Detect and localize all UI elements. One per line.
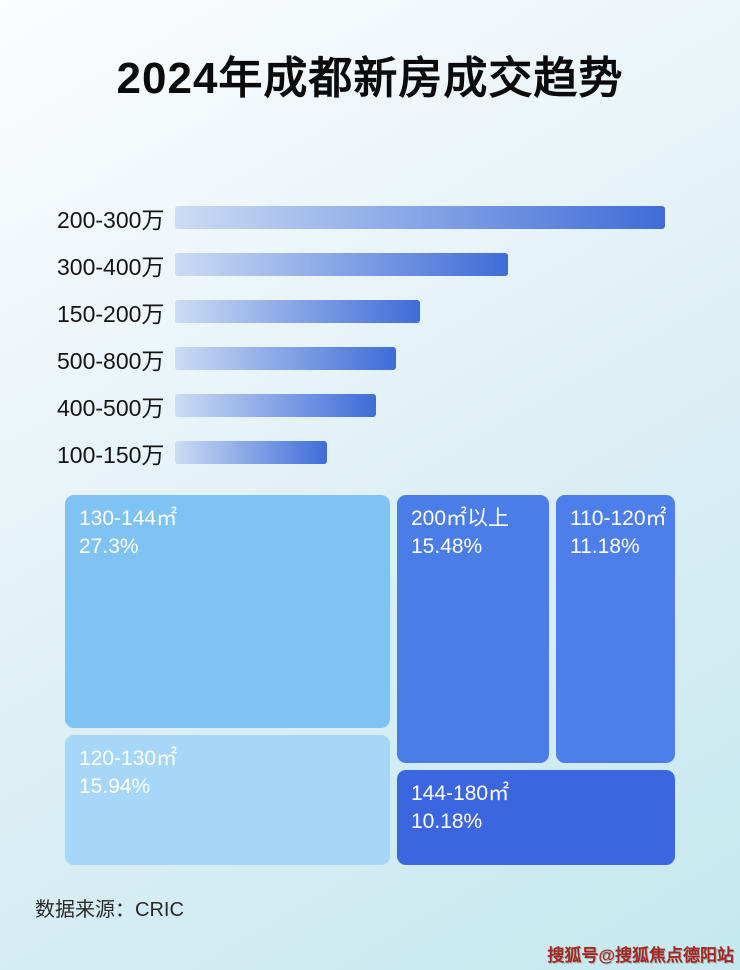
bar-row: 200-300万 — [57, 194, 740, 241]
bar-track — [175, 300, 665, 323]
bar-track — [175, 253, 665, 276]
area-share-treemap: 130-144㎡ 27.3% 200㎡以上 15.48% 110-120㎡ 11.18% 1… — [65, 495, 675, 865]
bar-category-label: 150-200万 — [57, 300, 165, 327]
treemap-block-percent: 27.3% — [79, 535, 139, 559]
bar-row: 150-200万 — [57, 288, 740, 335]
treemap-block-label: 110-120㎡ — [570, 507, 667, 530]
treemap-block-label: 130-144㎡ — [79, 507, 178, 530]
bar — [175, 441, 327, 464]
treemap-block: 110-120㎡ 11.18% — [556, 495, 675, 763]
bar — [175, 394, 376, 417]
bar-category-label: 400-500万 — [57, 394, 165, 421]
treemap-block-label: 200㎡以上 — [411, 507, 510, 530]
treemap-block-label: 120-130㎡ — [79, 747, 178, 770]
treemap-block-percent: 10.18% — [411, 810, 483, 834]
bar-category-label: 500-800万 — [57, 347, 165, 374]
bar-track — [175, 441, 665, 464]
bar-category-label: 200-300万 — [57, 206, 165, 233]
treemap-block-percent: 11.18% — [570, 535, 640, 559]
bar — [175, 206, 665, 229]
price-range-bar-chart: 200-300万 300-400万 150-200万 500-800万 400-500万… — [0, 194, 740, 476]
data-source-label: 数据来源：CRIC — [35, 899, 184, 921]
treemap-block-percent: 15.94% — [79, 775, 151, 799]
bar-track — [175, 394, 665, 417]
treemap-block: 200㎡以上 15.48% — [397, 495, 549, 763]
bar — [175, 253, 509, 276]
treemap-block-label: 144-180㎡ — [411, 782, 510, 805]
treemap-block: 130-144㎡ 27.3% — [65, 495, 390, 728]
treemap-block: 144-180㎡ 10.18% — [397, 770, 675, 865]
bar-row: 300-400万 — [57, 241, 740, 288]
bar-track — [175, 206, 665, 229]
bar-category-label: 300-400万 — [57, 253, 165, 280]
page-title: 2024年成都新房成交趋势 — [116, 54, 624, 103]
treemap-block: 120-130㎡ 15.94% — [65, 735, 390, 865]
bar — [175, 300, 420, 323]
bar-row: 500-800万 — [57, 335, 740, 382]
bar-row: 400-500万 — [57, 382, 740, 429]
bar-row: 100-150万 — [57, 429, 740, 476]
watermark-label: 搜狐号@搜狐焦点德阳站 — [547, 946, 734, 965]
bar-track — [175, 347, 665, 370]
bar — [175, 347, 396, 370]
bar-category-label: 100-150万 — [57, 441, 165, 468]
treemap-block-percent: 15.48% — [411, 535, 483, 559]
